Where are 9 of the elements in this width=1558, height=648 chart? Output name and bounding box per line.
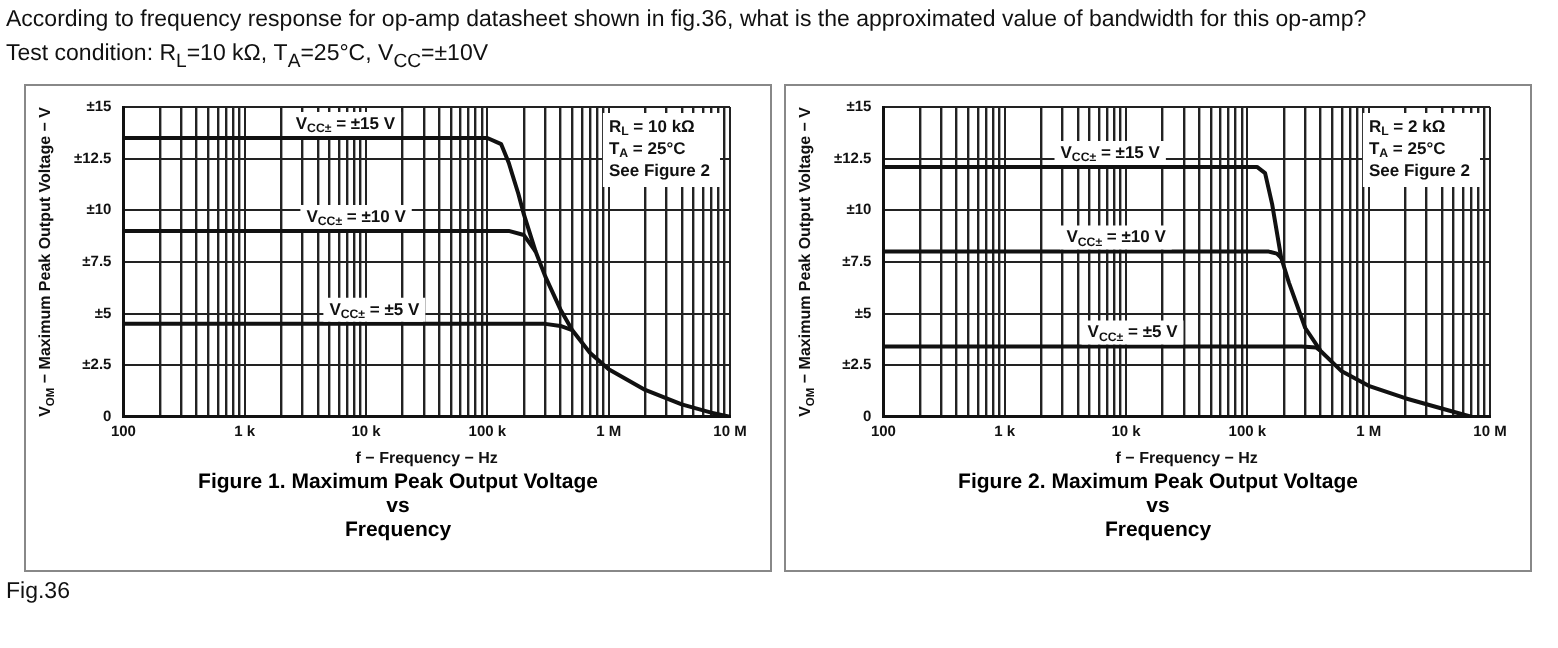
- caption: Fig.36: [6, 580, 70, 604]
- annotation: See Figure 2: [608, 159, 711, 180]
- x-axis-title: f − Frequency − Hz: [1115, 448, 1258, 467]
- text: Test condition: R$_{L}$=10 kΩ, T$_{A}$=25°C, V$_{CC}$=±10V: [6, 40, 491, 77]
- annotation: See Figure 2: [1368, 159, 1471, 180]
- text: According to frequency response for op-amp datasheet shown in fig.36, what is the approximated value of bandwidth for this op-amp?: [6, 6, 1367, 36]
- text: Figure 2. Maximum Peak Output Voltage vs Frequency: [956, 470, 1360, 542]
- x-axis-title: f − Frequency − Hz: [355, 448, 498, 467]
- text: Figure 1. Maximum Peak Output Voltage vs Frequency: [196, 470, 600, 542]
